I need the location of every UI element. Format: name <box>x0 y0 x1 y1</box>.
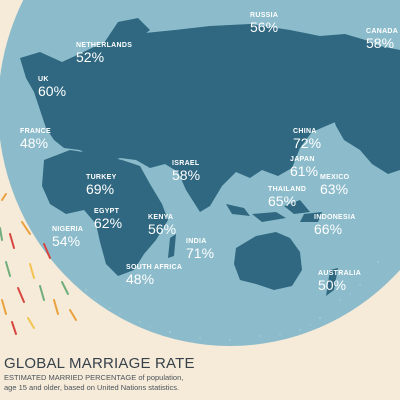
country-rate: 48% <box>126 271 155 287</box>
landmass-australia <box>234 232 302 290</box>
ocean-texture <box>84 260 380 341</box>
country-name: UK <box>38 76 49 83</box>
country-rate: 48% <box>20 135 49 151</box>
confetti-decoration <box>0 193 77 335</box>
landmass-north-america <box>310 38 400 174</box>
label-south-africa: SOUTH AFRICA 48% <box>126 264 182 286</box>
country-name: CHINA <box>293 128 317 135</box>
label-china: CHINA 72% <box>293 128 321 150</box>
label-uk: UK 60% <box>38 76 66 98</box>
label-russia: RUSSIA 56% <box>250 12 278 34</box>
landmass-japan <box>258 96 276 152</box>
label-nigeria: NIGERIA 54% <box>52 226 83 248</box>
country-rate: 66% <box>314 221 343 237</box>
label-france: FRANCE 48% <box>20 128 51 150</box>
country-name: TURKEY <box>86 174 117 181</box>
landmass-eurasia <box>20 24 400 212</box>
country-name: NIGERIA <box>52 226 84 233</box>
country-rate: 72% <box>293 135 322 151</box>
country-name: INDONESIA <box>314 214 356 221</box>
subtitle: ESTIMATED MARRIED PERCENTAGE of populati… <box>4 373 334 392</box>
label-japan: JAPAN 61% <box>290 156 318 178</box>
country-rate: 50% <box>318 277 347 293</box>
country-name: RUSSIA <box>250 12 279 19</box>
country-rate: 54% <box>52 233 81 249</box>
subtitle-line-2: age 15 and older, based on United Nation… <box>4 382 180 392</box>
landmass-new-zealand <box>326 268 338 296</box>
country-rate: 58% <box>172 167 201 183</box>
label-turkey: TURKEY 69% <box>86 174 117 196</box>
country-rate: 58% <box>366 35 395 51</box>
landmass-madagascar <box>168 234 176 258</box>
landmass-indonesia <box>226 200 322 222</box>
country-name: KENYA <box>148 214 174 221</box>
country-rate: 71% <box>186 245 215 261</box>
label-india: INDIA 71% <box>186 238 214 260</box>
country-name: MEXICO <box>320 174 350 181</box>
label-kenya: KENYA 56% <box>148 214 176 236</box>
label-australia: AUSTRALIA 50% <box>318 270 361 292</box>
country-name: JAPAN <box>290 156 315 163</box>
label-thailand: THAILAND 65% <box>268 186 306 208</box>
country-rate: 56% <box>250 19 279 35</box>
country-name: CANADA <box>366 28 399 35</box>
landmass-uk <box>60 74 74 98</box>
page-title: GLOBAL MARRIAGE RATE <box>4 355 195 372</box>
label-canada: CANADA 58% <box>366 28 398 50</box>
country-rate: 63% <box>320 181 349 197</box>
country-name: AUSTRALIA <box>318 270 362 277</box>
country-name: EGYPT <box>94 208 120 215</box>
country-name: FRANCE <box>20 128 51 135</box>
country-name: ISRAEL <box>172 160 200 167</box>
label-egypt: EGYPT 62% <box>94 208 122 230</box>
country-name: INDIA <box>186 238 207 245</box>
country-rate: 61% <box>290 163 319 179</box>
country-name: SOUTH AFRICA <box>126 264 183 271</box>
label-indonesia: INDONESIA 66% <box>314 214 356 236</box>
land-masses <box>20 18 400 296</box>
label-netherlands: NETHERLANDS 52% <box>76 42 132 64</box>
country-rate: 56% <box>148 221 177 237</box>
country-name: NETHERLANDS <box>76 42 133 49</box>
country-rate: 65% <box>268 193 297 209</box>
country-rate: 60% <box>38 83 67 99</box>
landmass-africa <box>42 150 168 276</box>
country-rate: 69% <box>86 181 115 197</box>
country-name: THAILAND <box>268 186 307 193</box>
country-rate: 62% <box>94 215 123 231</box>
label-mexico: MEXICO 63% <box>320 174 349 196</box>
landmass-scandinavia <box>102 18 150 46</box>
label-israel: ISRAEL 58% <box>172 160 200 182</box>
subtitle-line-1: ESTIMATED MARRIED PERCENTAGE of populati… <box>4 373 184 382</box>
country-rate: 52% <box>76 49 105 65</box>
